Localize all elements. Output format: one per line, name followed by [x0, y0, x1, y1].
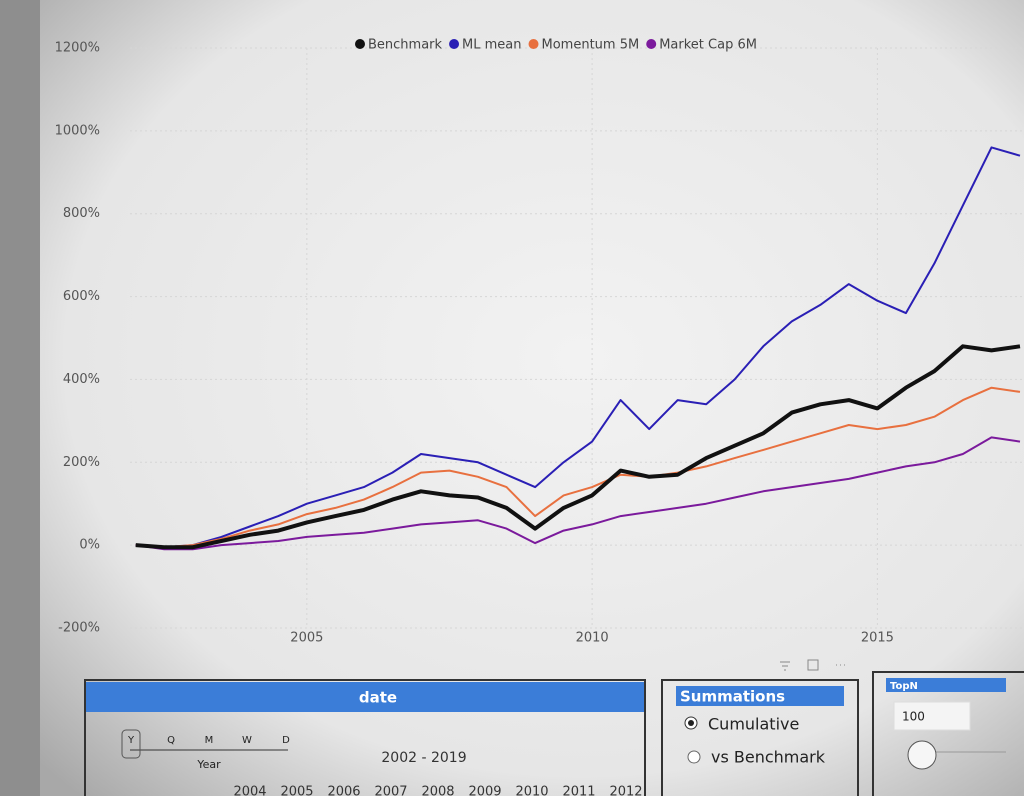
summations-slicer: Summations Cumulative vs Benchmark [661, 679, 859, 796]
series-line [135, 436, 1021, 551]
year-label: 2008 [421, 785, 454, 796]
radio-dot [688, 720, 694, 726]
year-label: 2005 [280, 785, 313, 796]
x-tick-label: 2015 [861, 631, 894, 646]
y-tick-label: 0% [79, 538, 100, 553]
level-option[interactable]: Y [127, 735, 135, 746]
legend-marker [528, 39, 539, 49]
level-option[interactable]: W [242, 735, 252, 746]
year-label: 2009 [468, 785, 501, 796]
y-tick-label: 200% [63, 455, 100, 470]
level-option[interactable]: Q [167, 735, 175, 746]
year-label: 2006 [327, 785, 360, 796]
series-line [135, 344, 1021, 550]
legend-label: ML mean [462, 38, 521, 53]
slider-handle[interactable] [907, 740, 937, 770]
topn-slicer: TopN 100 [872, 671, 1024, 796]
series-line [135, 386, 1021, 549]
legend-label: Benchmark [368, 38, 443, 53]
report-canvas [40, 0, 1024, 796]
date-range: 2002 - 2019 [381, 750, 466, 766]
year-label: 2011 [562, 785, 595, 796]
legend-marker [355, 39, 365, 49]
legend-label: Market Cap 6M [659, 38, 757, 53]
level-selected[interactable] [121, 729, 141, 759]
year-label: 2004 [233, 785, 266, 796]
level-option[interactable]: M [205, 735, 214, 746]
y-tick-label: 1000% [55, 123, 100, 138]
slicer-title: date [359, 689, 397, 707]
legend-label: Momentum 5M [542, 38, 640, 53]
y-tick-label: 600% [63, 289, 100, 304]
slicer-title: Summations [680, 688, 785, 706]
level-option[interactable]: D [282, 735, 290, 746]
slicer-title: TopN [890, 681, 918, 692]
year-label: 2012 [609, 785, 642, 796]
year-label: 2007 [374, 785, 407, 796]
topn-value[interactable]: 100 [902, 710, 925, 724]
option-label[interactable]: Cumulative [708, 715, 799, 734]
date-slicer: date Y Q M W D Year 2002 - 2019 2004 2005… [84, 679, 646, 796]
y-tick-label: 400% [63, 372, 100, 387]
legend-marker [646, 39, 657, 49]
level-caption: Year [196, 758, 221, 771]
series-line [135, 146, 1021, 549]
y-tick-label: -200% [58, 621, 100, 636]
visual-header-icons [780, 659, 845, 671]
x-tick-label: 2005 [290, 631, 323, 646]
option-label[interactable]: vs Benchmark [711, 748, 826, 767]
line-chart: -200% 0% 200% 400% 600% 800% 1000% 1200% 2005 201… [55, 38, 1024, 646]
y-tick-label: 1200% [55, 41, 100, 56]
y-tick-label: 800% [63, 206, 100, 221]
x-tick-label: 2010 [576, 631, 609, 646]
year-label: 2010 [515, 785, 548, 796]
legend-marker [449, 39, 460, 49]
radio[interactable] [687, 750, 701, 764]
